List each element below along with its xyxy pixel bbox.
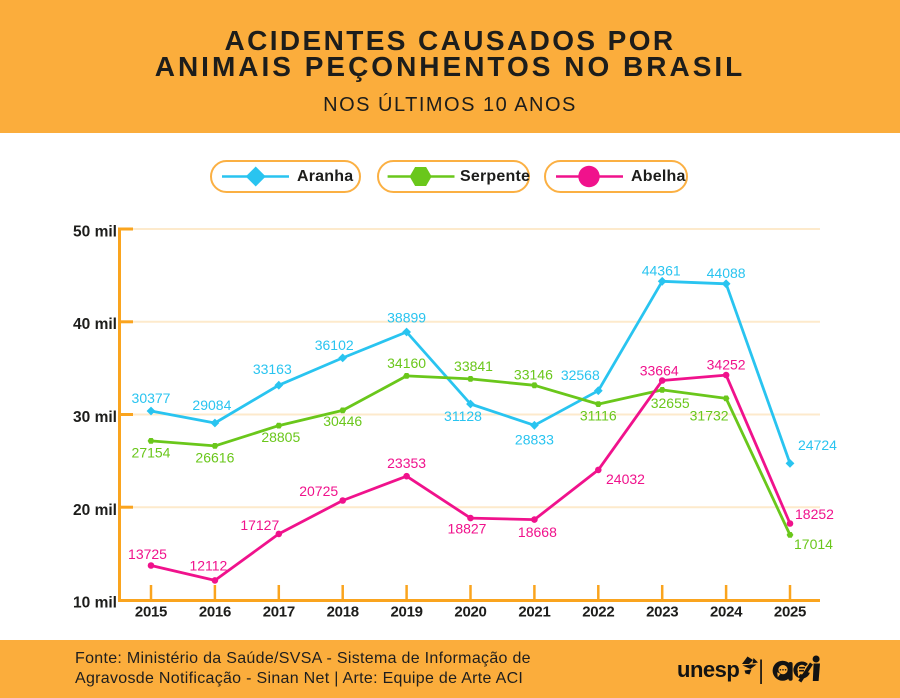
- svg-text:33841: 33841: [454, 358, 493, 374]
- svg-text:27154: 27154: [132, 444, 171, 460]
- svg-text:23353: 23353: [387, 455, 426, 471]
- svg-text:17014: 17014: [794, 536, 833, 552]
- svg-text:44361: 44361: [642, 262, 681, 278]
- svg-text:2018: 2018: [327, 604, 359, 621]
- svg-text:28805: 28805: [261, 429, 300, 445]
- svg-text:31128: 31128: [444, 408, 482, 424]
- svg-text:13725: 13725: [128, 546, 167, 562]
- svg-text:33146: 33146: [514, 366, 553, 382]
- svg-text:12112: 12112: [189, 557, 227, 573]
- svg-text:30377: 30377: [132, 390, 171, 406]
- svg-text:34160: 34160: [387, 355, 426, 371]
- svg-text:44088: 44088: [707, 265, 746, 281]
- svg-text:26616: 26616: [195, 449, 234, 465]
- svg-text:30446: 30446: [323, 413, 362, 429]
- svg-text:28833: 28833: [515, 431, 554, 447]
- svg-text:33163: 33163: [253, 361, 292, 377]
- svg-text:2024: 2024: [710, 604, 743, 621]
- svg-text:32568: 32568: [561, 367, 600, 383]
- svg-text:2016: 2016: [199, 604, 231, 621]
- svg-text:24032: 24032: [606, 471, 645, 487]
- svg-text:2017: 2017: [263, 604, 295, 621]
- svg-text:36102: 36102: [315, 337, 354, 353]
- svg-text:2023: 2023: [646, 604, 678, 621]
- svg-text:2019: 2019: [391, 604, 423, 621]
- svg-text:2025: 2025: [774, 604, 806, 621]
- svg-text:34252: 34252: [707, 357, 746, 373]
- svg-text:29084: 29084: [192, 397, 231, 413]
- svg-text:2021: 2021: [518, 604, 550, 621]
- svg-text:40 mil: 40 mil: [73, 316, 117, 333]
- svg-text:2020: 2020: [454, 604, 486, 621]
- svg-text:30 mil: 30 mil: [73, 409, 117, 426]
- svg-text:31116: 31116: [580, 408, 617, 424]
- svg-text:32655: 32655: [651, 395, 690, 411]
- svg-text:20 mil: 20 mil: [73, 502, 117, 519]
- svg-text:2022: 2022: [582, 604, 614, 621]
- svg-text:38899: 38899: [387, 310, 426, 326]
- svg-text:20725: 20725: [299, 483, 338, 499]
- svg-text:33664: 33664: [640, 363, 679, 379]
- svg-text:31732: 31732: [690, 407, 729, 423]
- svg-text:18668: 18668: [518, 524, 557, 540]
- svg-text:unesp: unesp: [677, 657, 739, 682]
- svg-text:18252: 18252: [795, 506, 834, 522]
- svg-text:17127: 17127: [240, 517, 279, 533]
- svg-text:24724: 24724: [798, 437, 837, 453]
- svg-text:18827: 18827: [448, 521, 487, 537]
- svg-text:50 mil: 50 mil: [73, 224, 117, 241]
- svg-text:10 mil: 10 mil: [73, 595, 117, 612]
- svg-text:2015: 2015: [135, 604, 167, 621]
